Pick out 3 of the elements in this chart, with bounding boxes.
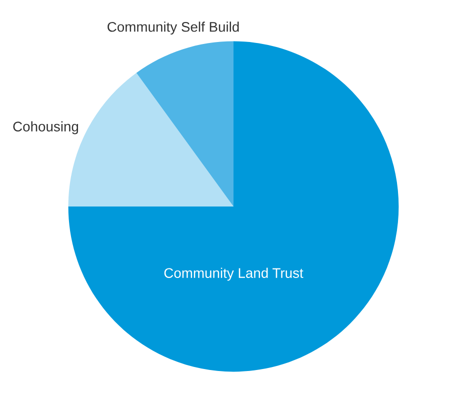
slice-label: Community Land Trust: [164, 268, 304, 281]
slice-label: Community Self Build: [108, 22, 239, 35]
slice-label: Cohousing: [13, 121, 78, 134]
